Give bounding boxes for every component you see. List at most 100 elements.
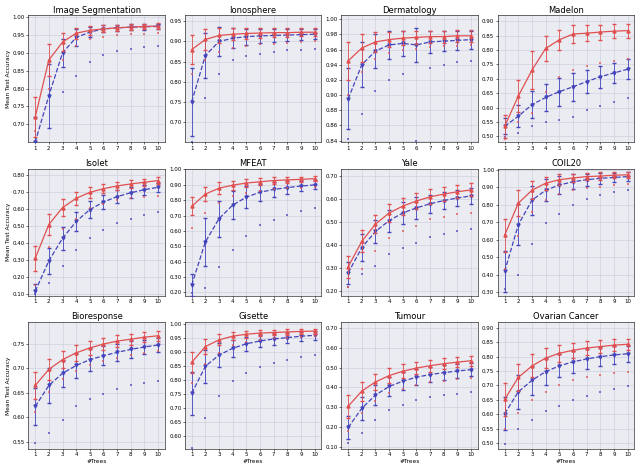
Point [343,283,353,290]
Point [609,181,619,189]
Point [228,44,238,51]
Point [425,43,435,51]
Point [384,49,394,57]
Point [58,56,68,64]
Point [296,208,306,215]
Point [397,244,408,252]
Point [412,381,422,389]
Point [425,233,435,241]
Point [71,72,81,80]
Point [371,87,381,95]
Point [84,58,95,65]
Point [112,219,122,227]
Point [554,190,564,197]
Title: Bioresponse: Bioresponse [71,312,123,321]
Point [595,102,605,110]
Point [438,230,449,237]
Point [595,388,605,396]
Point [187,224,197,232]
Point [187,70,197,78]
Title: Dermatology: Dermatology [382,6,437,15]
Point [84,35,95,42]
Point [568,376,578,384]
Point [269,359,279,367]
Point [356,430,367,437]
Point [513,409,524,416]
Point [99,200,109,207]
Point [371,397,381,405]
Point [371,247,381,254]
Point [554,116,564,124]
Point [609,57,619,64]
Point [527,123,537,130]
Point [384,389,394,397]
Point [84,234,95,242]
Point [99,357,109,364]
Point [568,66,578,74]
Point [228,56,238,63]
Point [623,55,633,63]
Point [623,187,633,194]
Point [228,192,238,200]
Point [582,374,592,381]
Point [554,402,564,409]
Point [623,180,633,188]
Point [310,38,320,45]
Point [384,406,394,414]
Point [228,342,238,349]
Point [255,40,265,48]
Point [269,48,279,55]
Point [466,389,476,396]
Point [356,409,367,416]
Point [269,335,279,342]
Point [568,113,578,120]
Point [623,94,633,102]
Point [153,192,163,200]
Point [125,352,136,359]
Point [568,187,578,194]
Title: Tumour: Tumour [394,312,425,321]
Point [595,59,605,67]
Point [187,138,197,146]
X-axis label: #Trees: #Trees [86,460,107,464]
Y-axis label: Mean Test Accuracy: Mean Test Accuracy [6,203,10,261]
Point [58,225,68,233]
Point [214,199,224,206]
Point [282,39,292,47]
Point [241,42,252,49]
Point [282,334,292,341]
Point [397,47,408,54]
Point [44,156,54,164]
Point [623,368,633,376]
Point [282,211,292,219]
Point [255,363,265,371]
Point [527,397,537,404]
Point [44,243,54,251]
Point [595,372,605,379]
Point [58,88,68,96]
Title: Yale: Yale [401,159,418,168]
Point [112,385,122,392]
Point [125,382,136,389]
Point [214,349,224,357]
Point [541,388,551,396]
Point [112,31,122,39]
Point [140,350,150,357]
Point [500,135,510,143]
Point [255,221,265,228]
Title: MFEAT: MFEAT [239,159,267,168]
Point [44,279,54,287]
Point [554,382,564,389]
Y-axis label: Mean Test Accuracy: Mean Test Accuracy [6,356,10,415]
Point [282,356,292,363]
Point [500,425,510,433]
Point [125,31,136,38]
Point [71,403,81,410]
Point [125,195,136,202]
Point [58,416,68,423]
Point [527,208,537,216]
Point [452,211,463,218]
Point [527,110,537,117]
Point [452,42,463,49]
Point [125,215,136,222]
